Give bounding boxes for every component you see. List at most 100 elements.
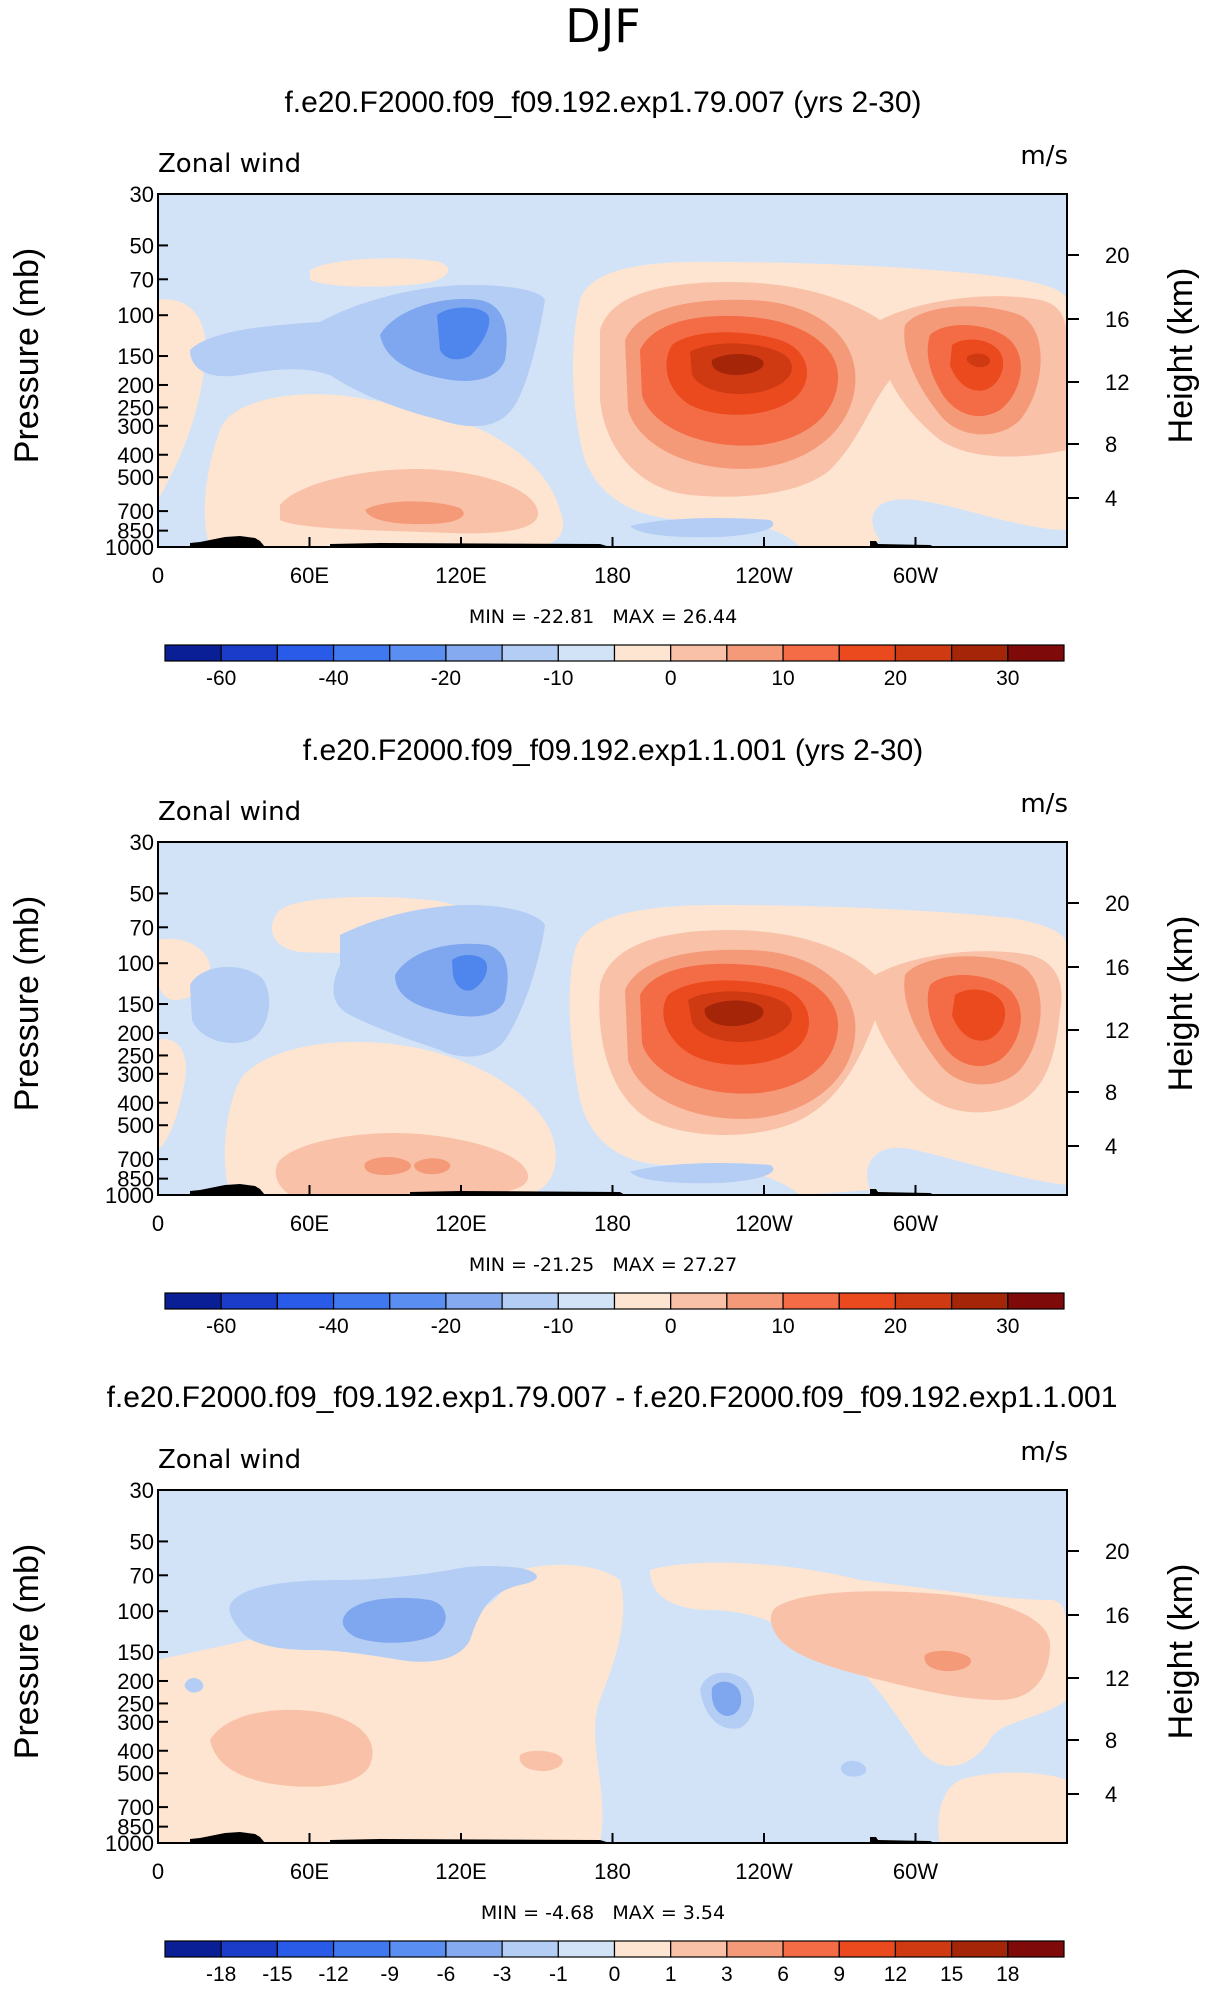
colorbar-box (220, 644, 278, 662)
y-tick-label-pressure: 500 (117, 1113, 154, 1138)
y-tick-label-pressure: 150 (117, 344, 154, 369)
colorbar-label: -15 (262, 1963, 292, 1986)
panel-2-field (158, 842, 1067, 1195)
colorbar-box (613, 1292, 672, 1310)
panel-2-units-label: m/s (1020, 789, 1068, 819)
colorbar-label: -60 (206, 667, 236, 690)
y-tick-label-pressure: 1000 (105, 1831, 154, 1856)
colorbar-label: -10 (543, 1315, 573, 1338)
colorbar-box (164, 644, 222, 662)
colorbar-box (276, 1292, 335, 1310)
y-tick-label-pressure: 300 (117, 1710, 154, 1735)
y-tick-label-pressure: 30 (130, 830, 154, 855)
panel-1-topography (190, 536, 935, 547)
colorbar-label: 15 (940, 1963, 963, 1986)
colorbar-box (557, 644, 616, 662)
y-tick-label-pressure: 200 (117, 1021, 154, 1046)
colorbar-box (838, 644, 897, 662)
panel-1-contour-orange1-upper (310, 258, 449, 287)
colorbar-box (951, 1940, 1009, 1958)
colorbar-box (389, 644, 447, 662)
panel-2-title: f.e20.F2000.f09_f09.192.exp1.1.001 (yrs … (303, 734, 923, 767)
panel-1-variable-label: Zonal wind (158, 149, 301, 179)
y-axis-label-left: Pressure (mb) (8, 1544, 46, 1759)
colorbar-box (894, 644, 953, 662)
colorbar-box (951, 1292, 1009, 1310)
colorbar-box (670, 644, 728, 662)
page-title: DJF (565, 0, 640, 53)
y-tick-label-pressure: 400 (117, 1739, 154, 1764)
colorbar-label: 10 (771, 667, 794, 690)
colorbar-box (1007, 1292, 1065, 1310)
colorbar-box (894, 1292, 953, 1310)
colorbar-box (838, 1292, 897, 1310)
x-tick-label: 60E (290, 563, 329, 588)
y-axis-label-left: Pressure (mb) (8, 248, 46, 463)
y-tick-label-pressure: 150 (117, 992, 154, 1017)
y-tick-label-pressure: 300 (117, 414, 154, 439)
y-tick-label-pressure: 850 (117, 1167, 154, 1192)
x-tick-label: 120E (435, 1211, 486, 1236)
y-tick-label-pressure: 50 (130, 233, 154, 258)
colorbar-label: 18 (996, 1963, 1019, 1986)
panel-1-title: f.e20.F2000.f09_f09.192.exp1.79.007 (yrs… (284, 86, 921, 119)
colorbar-label: 0 (665, 1315, 677, 1338)
panel-3-colorbar: -18 -15 -12 -9 -6 -3 -1 0 1 3 6 9 12 15 18 (164, 1940, 1065, 1986)
colorbar-label: -10 (543, 667, 573, 690)
y-axis-label-right: Height (km) (1162, 1564, 1200, 1740)
panel-1-contour-red7-far-east (966, 353, 991, 368)
panel-3: f.e20.F2000.f09_f09.192.exp1.79.007 - f.… (8, 1381, 1200, 1986)
colorbar-box (332, 1292, 391, 1310)
colorbar-label: 6 (777, 1963, 789, 1986)
colorbar-box (501, 644, 559, 662)
colorbar-label: -9 (380, 1963, 399, 1986)
y-tick-label-pressure: 70 (130, 1563, 154, 1588)
y-tick-label-pressure: 700 (117, 499, 154, 524)
panel-2-contour-blue3-west (190, 966, 270, 1044)
colorbar-label: 30 (996, 1315, 1019, 1338)
y-tick-label-height: 4 (1105, 1134, 1117, 1159)
colorbar-box (726, 644, 784, 662)
y-tick-label-pressure: 400 (117, 443, 154, 468)
x-tick-label: 60E (290, 1859, 329, 1884)
y-tick-label-pressure: 700 (117, 1147, 154, 1172)
colorbar-box (613, 644, 672, 662)
y-tick-label-pressure: 70 (130, 915, 154, 940)
colorbar-box (726, 1292, 784, 1310)
x-tick-label: 120W (735, 1211, 793, 1236)
colorbar-label: -12 (318, 1963, 348, 1986)
y-tick-label-pressure: 100 (117, 303, 154, 328)
x-tick-label: 180 (594, 1211, 631, 1236)
x-tick-label: 120E (435, 1859, 486, 1884)
colorbar-box (164, 1292, 222, 1310)
y-tick-label-height: 16 (1105, 307, 1129, 332)
x-tick-label: 120E (435, 563, 486, 588)
panel-1-units-label: m/s (1020, 141, 1068, 171)
y-tick-label-pressure: 1000 (105, 535, 154, 560)
y-tick-label-pressure: 400 (117, 1091, 154, 1116)
panel-2-contour-orange1-lowerleft (158, 1039, 186, 1150)
colorbar-label: 9 (833, 1963, 845, 1986)
y-tick-label-pressure: 200 (117, 373, 154, 398)
colorbar-label: 0 (609, 1963, 621, 1986)
y-tick-label-pressure: 100 (117, 1599, 154, 1624)
y-tick-label-height: 20 (1105, 243, 1129, 268)
x-tick-label: 120W (735, 563, 793, 588)
colorbar-label: -20 (431, 667, 461, 690)
y-tick-label-pressure: 200 (117, 1669, 154, 1694)
panel-1-colorbar: -60 -40 -20 -10 0 10 20 30 (164, 644, 1065, 690)
colorbar-box (782, 1292, 840, 1310)
y-tick-label-pressure: 500 (117, 465, 154, 490)
y-tick-label-height: 20 (1105, 1539, 1129, 1564)
x-tick-label: 0 (152, 1859, 164, 1884)
panel-3-title: f.e20.F2000.f09_f09.192.exp1.79.007 - f.… (107, 1381, 1118, 1414)
x-tick-label: 60W (893, 1211, 938, 1236)
y-tick-label-height: 12 (1105, 1018, 1129, 1043)
x-tick-label: 60E (290, 1211, 329, 1236)
panel-2-min-max: MIN = -21.25 MAX = 27.27 (469, 1254, 737, 1276)
x-tick-label: 0 (152, 1211, 164, 1236)
panel-3-contour-orange3-east (924, 1650, 971, 1672)
panel-2-contour-red7 (704, 1000, 764, 1027)
y-tick-label-pressure: 300 (117, 1062, 154, 1087)
